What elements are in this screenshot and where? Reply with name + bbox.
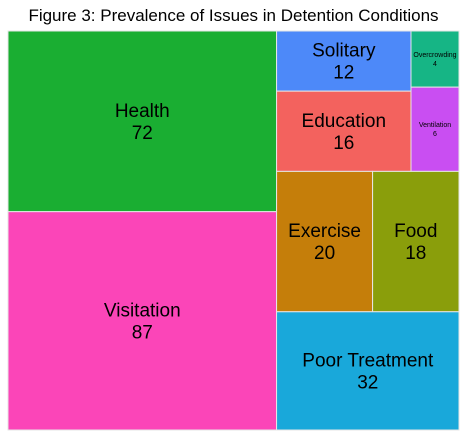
tile-rect-food	[372, 170, 460, 313]
tile-label-health: Health	[115, 101, 170, 122]
tile-label-exercise: Exercise	[288, 221, 361, 242]
tile-value-poor-treatment: 32	[357, 373, 378, 394]
tile-value-solitary: 12	[333, 63, 354, 84]
tile-value-exercise: 20	[314, 243, 335, 264]
tile-rect-visitation	[7, 211, 278, 431]
tile-label-solitary: Solitary	[312, 41, 376, 62]
tile-label-ventilation: Ventilation	[419, 122, 451, 129]
tile-value-ventilation: 6	[433, 131, 437, 138]
chart-title: Figure 3: Prevalence of Issues in Detent…	[28, 6, 439, 25]
tile-value-food: 18	[405, 243, 426, 264]
tile-value-education: 16	[333, 133, 354, 154]
tile-value-overcrowding: 4	[433, 61, 437, 68]
tile-label-poor-treatment: Poor Treatment	[302, 351, 434, 372]
tile-rect-poor-treatment	[276, 311, 460, 431]
tile-ventilation: Ventilation 6	[410, 86, 460, 172]
tile-rect-overcrowding	[410, 30, 460, 88]
tile-rect-ventilation	[410, 86, 460, 172]
tile-overcrowding: Overcrowding 4	[410, 30, 460, 88]
tile-label-visitation: Visitation	[104, 300, 181, 321]
tile-value-visitation: 87	[132, 322, 153, 343]
tile-rect-exercise	[276, 170, 374, 313]
tile-rect-education	[276, 90, 412, 172]
tile-label-food: Food	[394, 221, 437, 242]
tile-value-health: 72	[132, 123, 153, 144]
tile-label-education: Education	[302, 111, 387, 132]
tile-label-overcrowding: Overcrowding	[413, 52, 456, 59]
